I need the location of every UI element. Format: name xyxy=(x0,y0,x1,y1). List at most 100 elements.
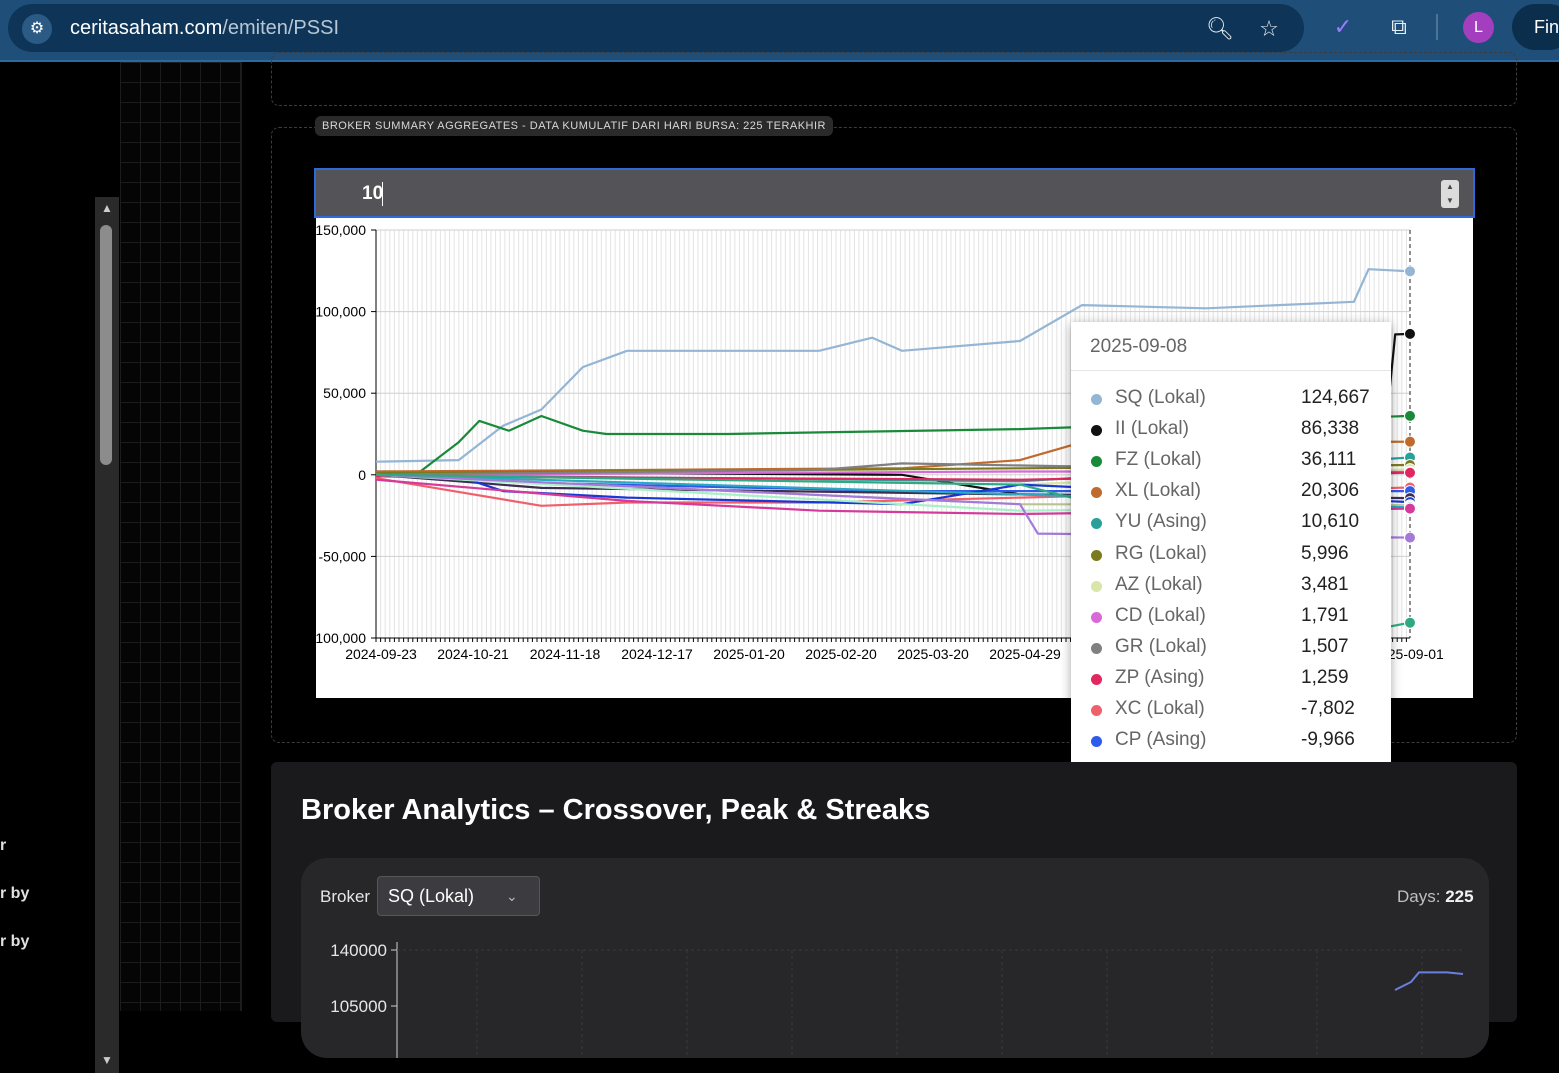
tooltip-row: FZ (Lokal) 36,111 xyxy=(1071,446,1391,477)
tooltip-row: XL (Lokal) 20,306 xyxy=(1071,477,1391,508)
tooltip-series-name: XL (Lokal) xyxy=(1115,480,1201,502)
tooltip-series-value: 86,338 xyxy=(1301,418,1360,440)
tooltip-series-value: 3,481 xyxy=(1301,573,1349,595)
series-dot-icon xyxy=(1091,549,1102,561)
tooltip-row: GR (Lokal) 1,507 xyxy=(1071,633,1391,664)
series-end-markers xyxy=(1404,265,1416,629)
tooltip-series-name: ZP (Asing) xyxy=(1115,666,1205,688)
series-end-marker xyxy=(1404,327,1416,340)
series-dot-icon xyxy=(1091,736,1102,748)
tooltip-series-name: AZ (Lokal) xyxy=(1115,573,1203,595)
extensions-puzzle-icon[interactable]: ⧉ xyxy=(1391,14,1407,39)
sidebar-scrollbar[interactable]: ▲ ▼ xyxy=(95,197,119,1073)
finish-update-button[interactable]: Fini xyxy=(1512,4,1559,50)
tooltip-series-value: 10,610 xyxy=(1301,511,1360,533)
tooltip-date: 2025-09-08 xyxy=(1090,336,1188,357)
url-domain: ceritasaham.com xyxy=(70,17,223,39)
broker-analytics-card: Broker Analytics – Crossover, Peak & Str… xyxy=(271,762,1517,1058)
series-line xyxy=(375,414,1411,476)
tooltip-series-name: FZ (Lokal) xyxy=(1115,449,1202,471)
analytics-title: Broker Analytics – Crossover, Peak & Str… xyxy=(301,794,931,826)
series-end-marker xyxy=(1404,466,1416,479)
x-tick-label: 2024-09-23 xyxy=(345,646,417,662)
broker-select[interactable]: SQ (Lokal) ⌄ xyxy=(377,876,540,916)
browser-toolbar: ⚙ ceritasaham.com/emiten/PSSI 🔍︎ ☆ ✓ ⧉ L… xyxy=(0,0,1559,62)
tooltip-series-value: 36,111 xyxy=(1301,449,1357,471)
grid-background-panel xyxy=(120,62,242,1011)
series-dot-icon xyxy=(1091,394,1102,405)
x-tick-label: 2024-12-17 xyxy=(621,646,693,662)
bookmark-star-icon[interactable]: ☆ xyxy=(1259,16,1279,41)
scroll-thumb[interactable] xyxy=(100,225,112,465)
sidebar-line: r by xyxy=(0,933,30,950)
chart-svg: 150,000100,00050,0000-50,000-100,0002024… xyxy=(316,222,1444,662)
tooltip-series-value: 124,667 xyxy=(1301,387,1370,408)
tooltip-series-value: 1,791 xyxy=(1301,604,1349,626)
top-n-value: 10 xyxy=(362,183,384,204)
tooltip-series-name: CD (Lokal) xyxy=(1115,604,1206,626)
previous-card xyxy=(271,52,1517,106)
y-tick-label: -50,000 xyxy=(319,548,367,564)
days-info: Days: 225 xyxy=(1397,887,1474,907)
sidebar-text: r r by r by xyxy=(0,834,29,954)
series-end-marker xyxy=(1404,502,1416,515)
tooltip-series-name: XC (Lokal) xyxy=(1115,698,1205,719)
tooltip-series-name: YU (Asing) xyxy=(1115,511,1207,533)
broker-label: Broker xyxy=(320,887,371,906)
tooltip-row: II (Lokal) 86,338 xyxy=(1071,415,1391,446)
series-dot-icon xyxy=(1091,611,1102,623)
series-dot-icon xyxy=(1091,673,1102,685)
tooltip-series-value: 1,507 xyxy=(1301,635,1349,657)
left-sidebar: r r by r by ▲ ▼ xyxy=(0,62,120,1073)
tooltip-series-name: GR (Lokal) xyxy=(1115,635,1207,657)
tooltip-series-name: II (Lokal) xyxy=(1115,418,1189,440)
mini-y-tick-label: 105000 xyxy=(330,997,387,1016)
tooltip-divider xyxy=(1071,370,1391,371)
url-text[interactable]: ceritasaham.com/emiten/PSSI xyxy=(70,17,339,40)
y-tick-label: 150,000 xyxy=(316,222,366,238)
series-line xyxy=(375,268,1411,463)
broker-select-value: SQ (Lokal) xyxy=(388,886,475,906)
series-dot-icon xyxy=(1091,456,1102,468)
x-tick-label: 2025-03-20 xyxy=(897,646,969,662)
scroll-down-icon[interactable]: ▼ xyxy=(101,1053,113,1067)
sidebar-line: r by xyxy=(0,885,30,902)
scroll-up-icon[interactable]: ▲ xyxy=(101,201,113,215)
series-end-marker xyxy=(1404,409,1416,422)
sidebar-line: r xyxy=(0,837,7,854)
series-dot-icon xyxy=(1091,487,1102,499)
series-dot-icon xyxy=(1091,580,1102,592)
y-tick-label: 100,000 xyxy=(316,304,366,320)
tooltip-row: CP (Asing) -9,966 xyxy=(1071,726,1391,757)
tooltip-series-value: 20,306 xyxy=(1301,480,1360,502)
broker-summary-card xyxy=(271,127,1517,743)
profile-avatar[interactable]: L xyxy=(1463,12,1494,43)
tooltip-row: SQ (Lokal) 124,667 xyxy=(1071,384,1391,415)
tooltip-row: ZP (Asing) 1,259 xyxy=(1071,664,1391,695)
x-tick-label: 2025-01-20 xyxy=(713,646,785,662)
top-n-input[interactable]: 10 ▲ ▼ xyxy=(314,168,1475,218)
y-tick-label: 50,000 xyxy=(323,385,366,401)
chevron-down-icon: ⌄ xyxy=(506,888,518,904)
tooltip-series-value: 1,259 xyxy=(1301,666,1349,688)
x-tick-label: 2024-11-18 xyxy=(530,646,601,662)
mini-series-line xyxy=(1394,971,1464,991)
main-content: BROKER SUMMARY AGGREGATES - DATA KUMULAT… xyxy=(243,52,1559,1058)
text-caret xyxy=(382,182,383,206)
address-bar[interactable]: ⚙ ceritasaham.com/emiten/PSSI 🔍︎ ☆ xyxy=(8,4,1304,52)
series-dot-icon xyxy=(1091,518,1102,530)
broker-summary-badge: BROKER SUMMARY AGGREGATES - DATA KUMULAT… xyxy=(315,116,834,136)
series-end-marker xyxy=(1404,531,1416,544)
extension-check-icon[interactable]: ✓ xyxy=(1333,14,1353,39)
tooltip-series-name: SQ (Lokal) xyxy=(1115,387,1206,408)
tooltip-series-name: CP (Asing) xyxy=(1115,729,1207,751)
zoom-icon[interactable]: 🔍︎ xyxy=(1206,16,1234,41)
tooltip-row: RG (Lokal) 5,996 xyxy=(1071,540,1391,571)
series-end-marker xyxy=(1404,265,1416,278)
tooltip-series-value: -9,966 xyxy=(1301,729,1355,751)
toolbar-divider xyxy=(1436,14,1438,40)
number-spinner[interactable]: ▲ ▼ xyxy=(1441,180,1459,208)
tooltip-row: AZ (Lokal) 3,481 xyxy=(1071,571,1391,602)
series-dot-icon xyxy=(1091,425,1102,437)
site-settings-icon[interactable]: ⚙ xyxy=(22,14,52,44)
